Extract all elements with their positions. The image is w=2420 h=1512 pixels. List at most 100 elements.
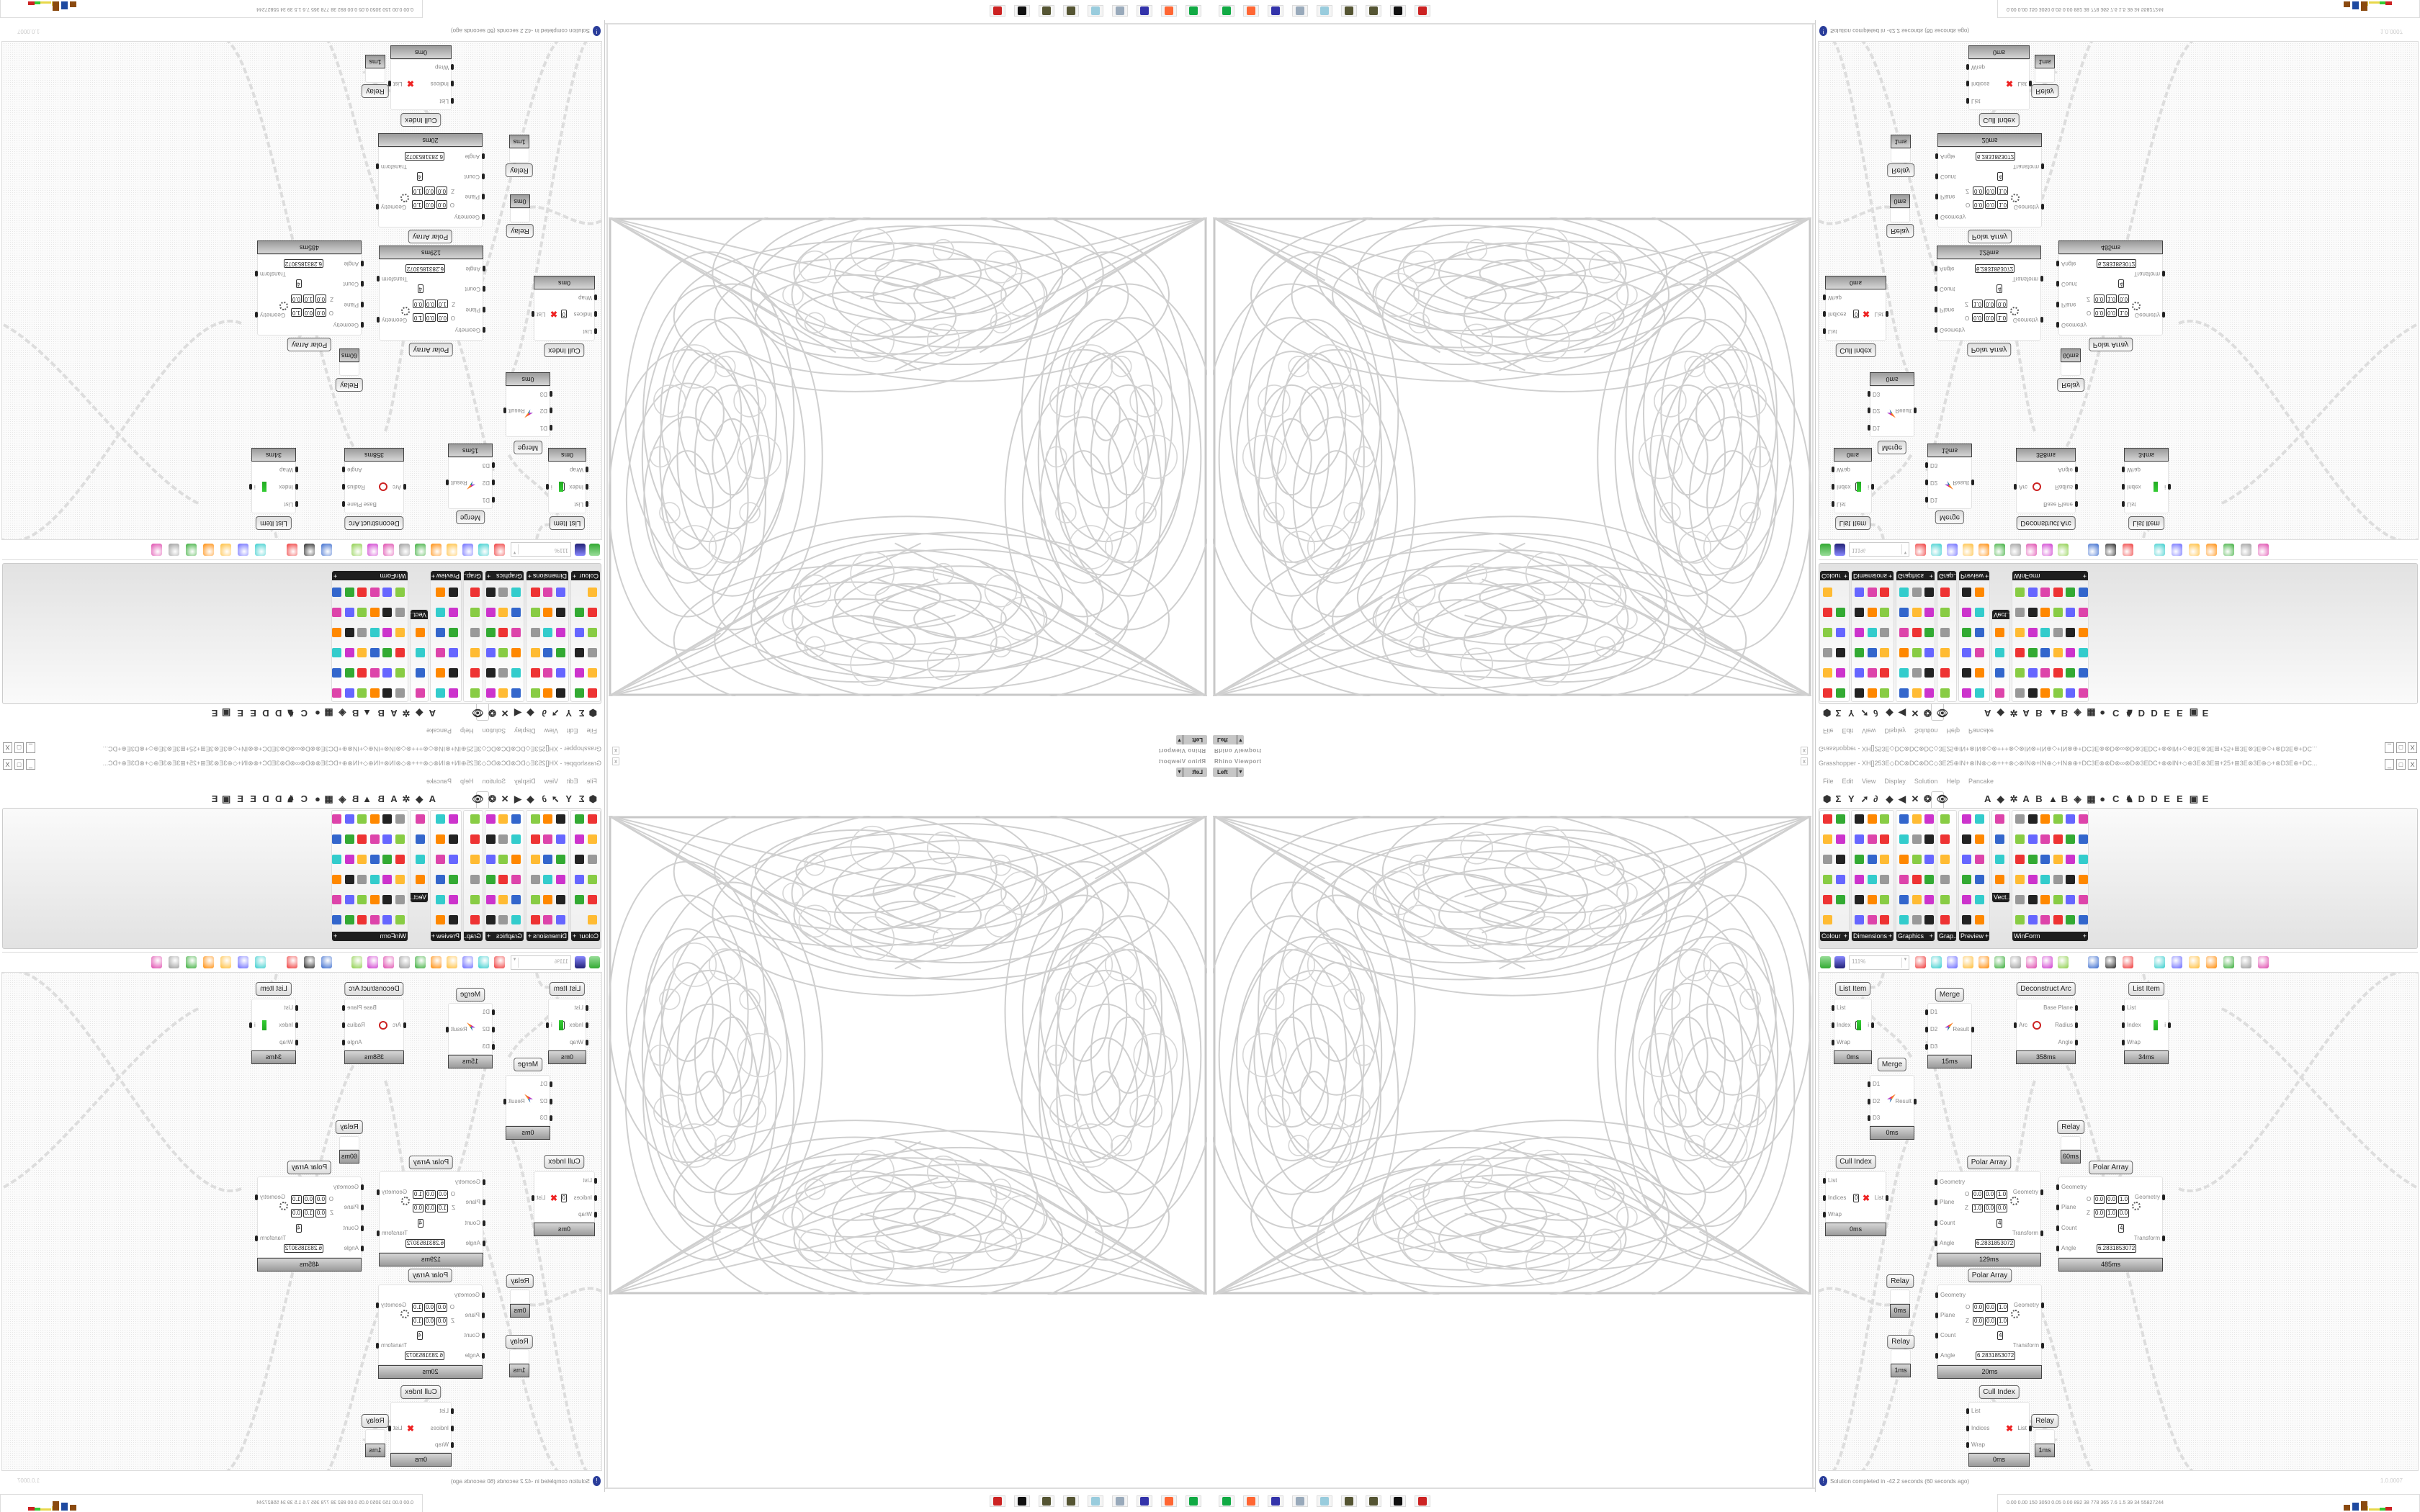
node-cull-index[interactable]: List Indices Wrap List ✖ [1966,1402,2032,1453]
component-icon[interactable] [1899,915,1909,924]
taskbar-notepad-icon[interactable] [1317,1495,1332,1507]
component-icon[interactable] [575,834,585,844]
node-polar-array[interactable]: Geometry Plane Count 4 Angle 6.2831853072 Geom… [2056,1176,2165,1258]
tab-icon-14[interactable]: B [377,793,385,804]
plane-z-value[interactable]: 1.0 [1972,300,1984,308]
output-grip[interactable] [532,1194,534,1201]
input-value[interactable]: 4 [416,1331,423,1340]
component-icon[interactable] [1940,814,1950,824]
menu-pancake[interactable]: Pancake [1968,778,1994,785]
output-grip[interactable] [255,1235,258,1241]
component-icon[interactable] [382,915,393,924]
toolbar-tool-icon[interactable] [2206,956,2217,968]
component-icon[interactable] [588,628,597,637]
tab-icon-2[interactable]: Y [565,793,572,804]
component-icon[interactable] [498,588,508,597]
component-icon[interactable] [543,648,553,657]
plane-z-value[interactable]: 0.0 [1984,300,1996,308]
menu-edit[interactable]: Edit [1842,727,1854,734]
output-grip[interactable] [2162,311,2165,318]
node-title[interactable]: Polar Array [1966,1156,2012,1169]
component-icon[interactable] [575,688,585,698]
input-grip[interactable] [1823,311,1826,318]
component-icon[interactable] [2078,648,2088,657]
node-title[interactable]: Cull Index [400,1385,442,1399]
menu-solution[interactable]: Solution [482,778,506,785]
component-icon[interactable] [2027,588,2038,597]
panel-label[interactable]: Vect... [1992,893,2009,902]
plane-o-value[interactable]: 0.0 [436,313,448,322]
toolbar-tool-icon[interactable] [383,544,394,556]
toolbar-tool-icon[interactable] [304,956,315,968]
input-grip[interactable] [492,1027,495,1032]
input-value[interactable]: 0 [1853,1193,1860,1202]
toolbar-tool-icon[interactable] [2154,956,2165,968]
component-icon[interactable] [370,855,380,864]
input-grip[interactable] [451,1442,454,1449]
component-icon[interactable] [575,875,585,884]
input-grip[interactable] [1823,328,1826,335]
taskbar-target-red-icon[interactable] [990,5,1005,17]
panel-label[interactable]: WinForm + [332,571,408,580]
input-grip[interactable] [1832,501,1834,507]
component-icon[interactable] [498,814,508,824]
toolbar-tool-icon[interactable] [447,544,457,556]
component-icon[interactable] [1880,814,1889,824]
component-icon[interactable] [1880,915,1889,924]
component-icon[interactable] [370,648,380,657]
component-icon[interactable] [357,875,367,884]
toolbar-tool-icon[interactable] [2088,544,2099,556]
input-value[interactable]: 4 [2118,279,2125,289]
tab-icon-11[interactable]: ◆ [416,793,424,804]
input-grip[interactable] [1935,326,1937,333]
component-icon[interactable] [2066,895,2075,904]
output-grip[interactable] [2040,316,2043,323]
toolbar-tool-icon[interactable] [186,544,197,556]
zoom-field[interactable]: 111% ▼ [511,955,571,970]
close-button[interactable]: X [3,759,12,770]
plane-o-value[interactable]: 1.0 [411,1303,423,1312]
taskbar-notepad-icon[interactable] [1088,1495,1103,1507]
component-icon[interactable] [1974,915,1984,924]
component-icon[interactable] [370,688,380,698]
component-icon[interactable] [588,688,597,698]
component-icon[interactable] [511,688,521,698]
plane-z-value[interactable]: 0.0 [1984,1204,1996,1212]
component-icon[interactable] [436,588,446,597]
component-icon[interactable] [511,608,521,617]
menu-help[interactable]: Help [460,727,474,734]
component-icon[interactable] [1995,688,2004,698]
component-icon[interactable] [345,608,354,617]
plane-o-value[interactable]: 0.0 [1972,313,1984,322]
input-grip[interactable] [2014,1022,2017,1028]
toolbar-tool-icon[interactable] [351,544,362,556]
input-grip[interactable] [451,1408,454,1414]
component-icon[interactable] [531,814,540,824]
toolbar-tool-icon[interactable] [287,544,297,556]
node-list-item[interactable]: List Index Wrap i [2122,999,2171,1050]
component-icon[interactable] [2078,814,2088,824]
plane-o-value[interactable]: 0.0 [2106,1195,2118,1204]
component-icon[interactable] [382,668,393,678]
component-icon[interactable] [588,814,597,824]
toolbar-tool-icon[interactable] [203,544,214,556]
tab-icon-20[interactable]: C [2112,793,2120,804]
output-grip[interactable] [2162,1194,2165,1201]
plane-o-value[interactable]: 0.0 [1972,1190,1984,1199]
component-icon[interactable] [1823,688,1832,698]
node-title[interactable]: Merge [1877,1058,1907,1071]
input-grip[interactable] [1832,484,1834,490]
plane-z-value[interactable]: 1.0 [436,300,448,308]
component-icon[interactable] [1835,855,1845,864]
component-icon[interactable] [345,855,354,864]
node-title[interactable]: Merge [455,510,485,524]
toolbar-tool-icon[interactable] [169,544,179,556]
menu-view[interactable]: View [1862,778,1876,785]
toolbar-tool-icon[interactable] [2105,956,2116,968]
input-grip[interactable] [1966,98,1969,104]
component-icon[interactable] [1940,688,1950,698]
plane-o-value[interactable]: 0.0 [1985,1303,1996,1312]
tab-icon-17[interactable]: ◈ [2074,793,2081,804]
component-icon[interactable] [1962,668,1971,678]
new-file-icon[interactable] [589,956,600,968]
